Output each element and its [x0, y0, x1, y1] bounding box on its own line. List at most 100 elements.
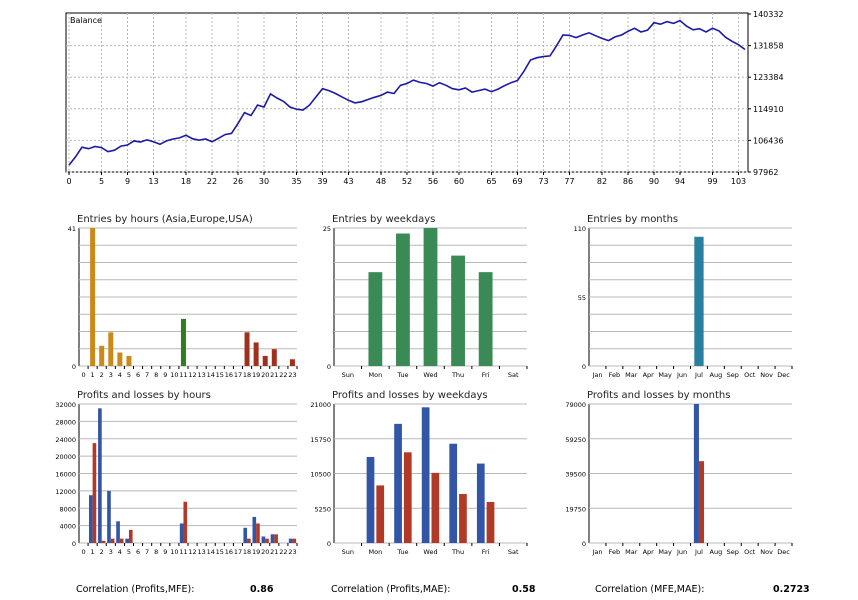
- panel-xtick-label: 3: [109, 371, 113, 379]
- profit-bar: [449, 443, 458, 543]
- loss-bar: [119, 538, 124, 543]
- balance-xtick-label: 99: [707, 177, 717, 186]
- panel-title: Entries by months: [587, 214, 678, 225]
- panel-xtick-label: 8: [154, 371, 158, 379]
- balance-xtick-label: 5: [99, 177, 104, 186]
- balance-ytick-label: 140332: [753, 10, 784, 19]
- panel-xtick-label: 19: [252, 371, 260, 379]
- panel-ytick-label: 0: [327, 363, 331, 371]
- panel-xtick-label: 4: [118, 371, 122, 379]
- panel-xtick-label: 0: [81, 548, 85, 556]
- panel-ytick-label: 19750: [565, 505, 586, 513]
- panel-xtick-label: Jul: [694, 371, 703, 379]
- profit-bar: [270, 534, 275, 543]
- panel-xtick-label: Fri: [482, 371, 490, 379]
- loss-bar: [459, 494, 467, 543]
- profit-bar: [98, 408, 102, 543]
- balance-xtick-label: 30: [259, 177, 269, 186]
- profit-bar: [394, 423, 402, 543]
- balance-xtick-label: 56: [428, 177, 438, 186]
- balance-xtick-label: 103: [731, 177, 746, 186]
- panel-xtick-label: Apr: [643, 548, 655, 556]
- panel-xtick-label: Jan: [591, 371, 602, 379]
- panel-xtick-label: 6: [136, 371, 140, 379]
- entries-bar: [478, 272, 493, 366]
- panel-ytick-label: 12000: [55, 488, 76, 496]
- panel-xtick-label: Fri: [482, 548, 490, 556]
- correlation-mfe-mae: Correlation (MFE,MAE): 0.2723: [595, 584, 810, 595]
- panel-xtick-label: Oct: [744, 548, 756, 556]
- panel-xtick-label: Jan: [591, 548, 602, 556]
- entries-bar: [90, 228, 96, 366]
- balance-xtick-label: 0: [66, 177, 71, 186]
- profit-bar: [116, 521, 120, 543]
- balance-xtick-label: 9: [125, 177, 130, 186]
- panel-ytick-label: 20000: [55, 453, 76, 461]
- panel-xtick-label: 7: [145, 371, 149, 379]
- entries-bar: [180, 318, 186, 366]
- profit-bar: [179, 523, 184, 543]
- entries-bar: [451, 255, 465, 366]
- balance-xtick-label: 90: [649, 177, 659, 186]
- balance-xtick-label: 77: [564, 177, 574, 186]
- balance-xtick-label: 60: [454, 177, 464, 186]
- balance-xtick-label: 13: [148, 177, 158, 186]
- panel-xtick-label: 4: [118, 548, 122, 556]
- entries-bar: [126, 355, 132, 366]
- entries-bar: [108, 332, 114, 366]
- loss-bar: [274, 534, 278, 543]
- panel-xtick-label: 21: [270, 548, 278, 556]
- profit-bar: [252, 516, 257, 543]
- panel-xtick-label: Thu: [451, 548, 464, 556]
- panel-xtick-label: 15: [216, 548, 224, 556]
- loss-bar: [292, 538, 297, 543]
- panel-xtick-label: 16: [225, 548, 233, 556]
- panel-xtick-label: 7: [145, 548, 149, 556]
- balance-xtick-label: 65: [486, 177, 496, 186]
- panel-xtick-label: Jun: [676, 548, 687, 556]
- panel-ytick-label: 32000: [55, 401, 76, 409]
- panel-ytick-label: 5250: [314, 505, 331, 513]
- loss-bar: [110, 538, 115, 543]
- panel-xtick-label: 19: [252, 548, 260, 556]
- balance-xtick-label: 69: [512, 177, 522, 186]
- panel-xtick-label: 18: [243, 548, 251, 556]
- panel-xtick-label: 17: [234, 548, 242, 556]
- entries-bar: [99, 345, 105, 366]
- panel-xtick-label: Sep: [727, 548, 739, 556]
- balance-xtick-label: 86: [623, 177, 633, 186]
- profit-bar: [366, 456, 375, 543]
- panel-xtick-label: 16: [225, 371, 233, 379]
- balance-ytick-label: 114910: [753, 105, 784, 114]
- panel-xtick-label: 9: [163, 548, 167, 556]
- balance-xtick-label: 18: [181, 177, 191, 186]
- profit-bar: [243, 527, 248, 543]
- profit-bar: [693, 404, 699, 543]
- panel-xtick-label: 14: [207, 371, 215, 379]
- panel-xtick-label: 13: [197, 371, 205, 379]
- panel-xtick-label: Aug: [710, 548, 723, 556]
- panel-ytick-label: 24000: [55, 436, 76, 444]
- panel-xtick-label: Thu: [451, 371, 464, 379]
- correlation-profits-mae: Correlation (Profits,MAE): 0.58: [331, 584, 535, 595]
- correlation-value: 0.86: [250, 584, 274, 595]
- panel-xtick-label: 14: [207, 548, 215, 556]
- loss-bar: [256, 523, 260, 543]
- panel-ytick-label: 39500: [565, 471, 586, 479]
- correlation-profits-mfe: Correlation (Profits,MFE): 0.86: [76, 584, 274, 595]
- panel-xtick-label: Oct: [744, 371, 756, 379]
- balance-xtick-label: 26: [233, 177, 243, 186]
- entries-bar: [368, 272, 383, 366]
- panel-ytick-label: 0: [72, 363, 76, 371]
- panel-ytick-label: 25: [323, 225, 331, 233]
- balance-xtick-label: 82: [597, 177, 607, 186]
- entries-bar: [244, 332, 250, 366]
- loss-bar: [376, 485, 385, 543]
- panel-xtick-label: Sat: [508, 371, 519, 379]
- balance-xtick-label: 35: [291, 177, 301, 186]
- entries-bar: [423, 228, 438, 366]
- panel-xtick-label: Mon: [368, 371, 382, 379]
- panel-ytick-label: 28000: [55, 418, 76, 426]
- panel-xtick-label: 23: [288, 371, 296, 379]
